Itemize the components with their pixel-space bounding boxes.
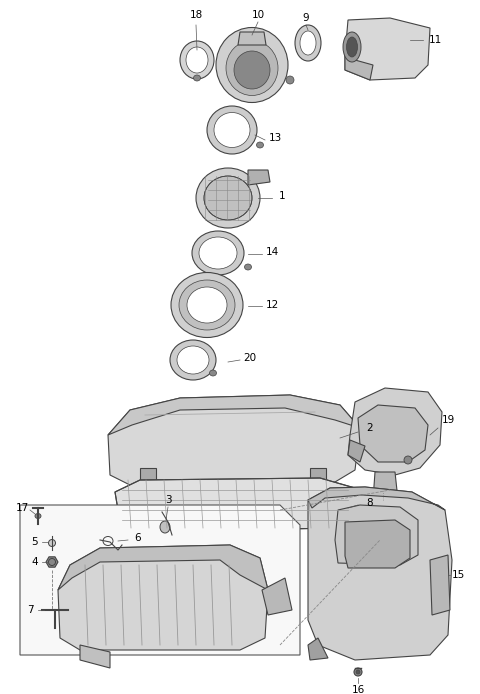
Polygon shape [345, 520, 410, 568]
Ellipse shape [356, 670, 360, 674]
Ellipse shape [179, 280, 235, 330]
Polygon shape [335, 505, 418, 565]
Ellipse shape [193, 75, 201, 81]
Polygon shape [46, 557, 58, 567]
Ellipse shape [354, 668, 362, 676]
Polygon shape [115, 478, 355, 532]
Ellipse shape [286, 76, 294, 84]
Ellipse shape [295, 25, 321, 61]
Text: 8: 8 [367, 498, 373, 508]
Ellipse shape [186, 47, 208, 73]
Polygon shape [108, 395, 360, 435]
Ellipse shape [216, 28, 288, 103]
Ellipse shape [199, 237, 237, 269]
Text: 20: 20 [243, 353, 257, 363]
Ellipse shape [192, 231, 244, 275]
Polygon shape [358, 405, 428, 462]
Polygon shape [308, 487, 452, 660]
Text: 16: 16 [351, 685, 365, 694]
Polygon shape [20, 505, 300, 655]
Ellipse shape [226, 40, 278, 96]
Ellipse shape [234, 51, 270, 89]
Text: 12: 12 [265, 300, 278, 310]
Text: 9: 9 [303, 13, 309, 23]
Ellipse shape [244, 264, 252, 270]
Text: 17: 17 [15, 503, 29, 513]
Text: 18: 18 [190, 10, 203, 20]
Polygon shape [308, 638, 328, 660]
Ellipse shape [160, 521, 170, 533]
Polygon shape [248, 170, 270, 185]
Polygon shape [310, 468, 326, 480]
Text: 14: 14 [265, 247, 278, 257]
Ellipse shape [214, 112, 250, 148]
Text: 3: 3 [165, 495, 171, 505]
Text: 13: 13 [268, 133, 282, 143]
Ellipse shape [209, 370, 216, 376]
Text: 15: 15 [451, 570, 465, 580]
Polygon shape [140, 468, 156, 480]
Polygon shape [58, 545, 268, 590]
Text: 10: 10 [252, 10, 264, 20]
Ellipse shape [170, 340, 216, 380]
Text: 7: 7 [27, 605, 33, 615]
Polygon shape [80, 645, 110, 668]
Text: 6: 6 [135, 533, 141, 543]
Ellipse shape [171, 273, 243, 337]
Ellipse shape [300, 31, 316, 55]
Ellipse shape [187, 287, 227, 323]
Polygon shape [238, 32, 266, 45]
Text: 5: 5 [32, 537, 38, 547]
Polygon shape [262, 578, 292, 615]
Text: 2: 2 [367, 423, 373, 433]
Ellipse shape [347, 37, 358, 57]
Text: 19: 19 [442, 415, 455, 425]
Polygon shape [348, 440, 365, 462]
Ellipse shape [256, 142, 264, 148]
Polygon shape [348, 388, 442, 475]
Polygon shape [108, 395, 360, 490]
Ellipse shape [180, 41, 214, 79]
Text: 11: 11 [428, 35, 442, 45]
Ellipse shape [35, 514, 41, 518]
Polygon shape [345, 55, 373, 80]
Polygon shape [430, 555, 450, 615]
Text: 4: 4 [32, 557, 38, 567]
Ellipse shape [343, 32, 361, 62]
Polygon shape [308, 487, 445, 510]
Polygon shape [58, 545, 268, 650]
Polygon shape [345, 18, 430, 80]
Ellipse shape [177, 346, 209, 374]
Text: 1: 1 [279, 191, 285, 201]
Ellipse shape [196, 168, 260, 228]
Ellipse shape [207, 106, 257, 154]
Ellipse shape [404, 456, 412, 464]
Ellipse shape [204, 176, 252, 220]
Ellipse shape [48, 539, 56, 546]
Polygon shape [373, 472, 398, 500]
